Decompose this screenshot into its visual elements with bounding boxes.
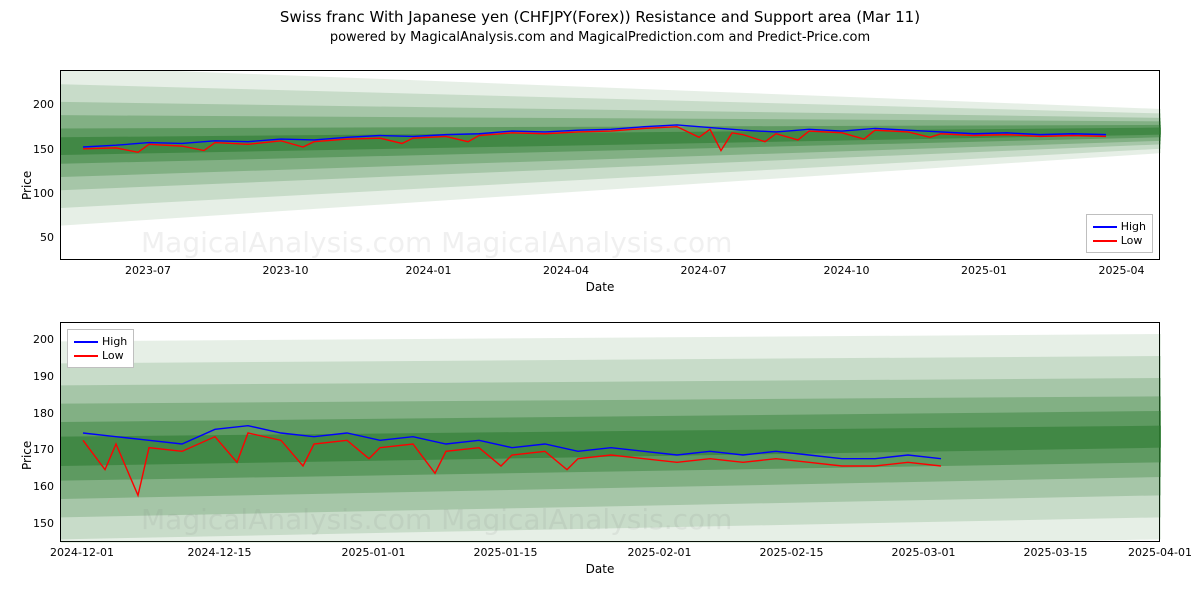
chart-svg-top [61,71,1161,261]
ytick: 170 [12,443,54,456]
xtick: 2025-02-01 [628,546,692,559]
ytick: 150 [12,517,54,530]
chart-panel-bottom: MagicalAnalysis.com MagicalAnalysis.com … [60,322,1160,542]
xtick: 2023-10 [263,264,309,277]
xtick: 2024-12-15 [188,546,252,559]
chart-title: Swiss franc With Japanese yen (CHFJPY(Fo… [0,8,1200,26]
legend-line-high [1093,226,1117,228]
ytick: 150 [12,143,54,156]
ytick: 200 [12,98,54,111]
xtick: 2025-03-15 [1024,546,1088,559]
ytick: 190 [12,370,54,383]
ytick: 50 [12,231,54,244]
legend-top: High Low [1086,214,1153,253]
xtick: 2024-10 [824,264,870,277]
legend-bottom: High Low [67,329,134,368]
legend-item-low: Low [1093,234,1146,247]
ytick: 100 [12,187,54,200]
xtick: 2025-01 [961,264,1007,277]
xlabel-top: Date [586,280,615,294]
legend-line-high [74,341,98,343]
chart-subtitle: powered by MagicalAnalysis.com and Magic… [0,30,1200,45]
chart-svg-bottom [61,323,1161,543]
chart-titles: Swiss franc With Japanese yen (CHFJPY(Fo… [0,0,1200,45]
xtick: 2025-01-01 [342,546,406,559]
xtick: 2025-03-01 [892,546,956,559]
ytick: 200 [12,333,54,346]
legend-line-low [1093,240,1117,242]
legend-label-low: Low [1121,234,1143,247]
legend-label-high-b: High [102,335,127,348]
xtick: 2024-04 [543,264,589,277]
xtick: 2023-07 [125,264,171,277]
legend-item-high: High [1093,220,1146,233]
xtick: 2025-04-01 [1128,546,1192,559]
legend-line-low [74,355,98,357]
legend-item-low-b: Low [74,349,127,362]
xlabel-bottom: Date [586,562,615,576]
xtick: 2025-01-15 [474,546,538,559]
xtick: 2024-01 [406,264,452,277]
chart-panel-top: MagicalAnalysis.com MagicalAnalysis.com … [60,70,1160,260]
ytick: 180 [12,407,54,420]
legend-label-high: High [1121,220,1146,233]
xtick: 2024-12-01 [50,546,114,559]
xtick: 2024-07 [681,264,727,277]
xtick: 2025-04 [1099,264,1145,277]
legend-item-high-b: High [74,335,127,348]
legend-label-low-b: Low [102,349,124,362]
xtick: 2025-02-15 [760,546,824,559]
ytick: 160 [12,480,54,493]
